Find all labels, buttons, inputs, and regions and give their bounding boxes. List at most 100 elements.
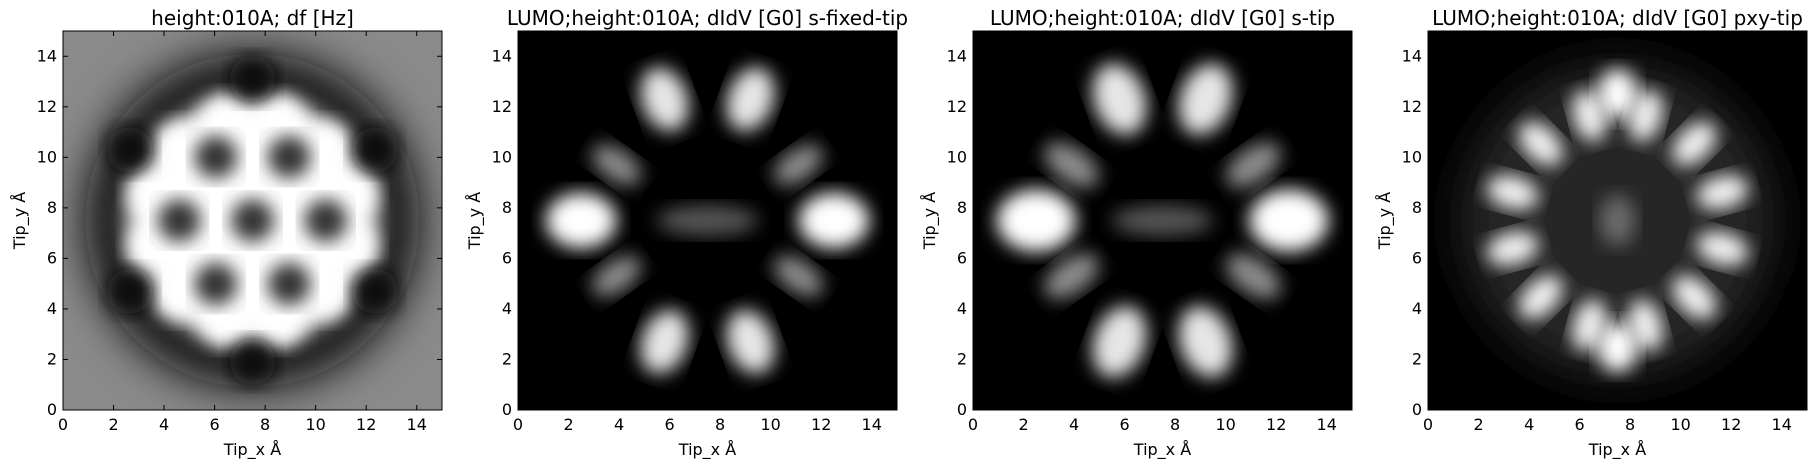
heatmap-lobe <box>1111 205 1214 236</box>
chart-panel-pxy-tip: LUMO;height:010A; dIdV [G0] pxy-tip 0 2 4 6… <box>1375 6 1808 460</box>
x-tick-label: 0 <box>968 415 978 434</box>
y-tick-label: 4 <box>502 299 512 318</box>
heatmap-dark-center <box>194 135 238 179</box>
y-ticks: 0 2 4 6 8 10 12 14 <box>947 46 1352 419</box>
x-axis-label: Tip_x Å <box>1588 440 1646 460</box>
heatmap-lobe <box>726 67 775 132</box>
heatmap-dark-notch <box>229 339 276 385</box>
x-tick-label: 2 <box>1473 415 1483 434</box>
y-tick-label: 8 <box>47 198 57 217</box>
heatmap-lobe <box>1226 253 1281 299</box>
y-tick-label: 6 <box>1412 248 1422 267</box>
plot-frame <box>972 30 1353 411</box>
heatmap-image <box>1460 63 1775 378</box>
heatmap-lobe <box>1486 175 1539 210</box>
heatmap-lobe <box>153 121 209 177</box>
y-axis-label: Tip_y Å <box>465 192 485 250</box>
y-tick-label: 14 <box>1402 46 1422 65</box>
heatmap-lobe <box>1597 321 1638 373</box>
heatmap-lobe <box>774 144 823 186</box>
y-tick-label: 0 <box>957 400 967 419</box>
y-tick-label: 2 <box>957 349 967 368</box>
heatmap-lobe <box>1226 142 1281 188</box>
y-tick-label: 2 <box>502 349 512 368</box>
heatmap-dark-notch <box>229 56 276 102</box>
heatmap-dark-notch <box>352 268 398 314</box>
x-tick-label: 10 <box>305 415 325 434</box>
x-tick-label: 14 <box>1317 415 1337 434</box>
y-tick-label: 12 <box>37 97 57 116</box>
x-tick-label: 8 <box>1170 415 1180 434</box>
x-tick-label: 4 <box>1069 415 1079 434</box>
x-ticks: 0 2 4 6 8 10 12 14 <box>1423 31 1792 434</box>
x-tick-label: 8 <box>715 415 725 434</box>
x-tick-label: 12 <box>811 415 831 434</box>
x-axis-label: Tip_x Å <box>678 440 736 460</box>
x-tick-label: 8 <box>260 415 270 434</box>
heatmap-lobe <box>1092 63 1147 135</box>
x-tick-label: 4 <box>159 415 169 434</box>
chart-panel-df: height:010A; df [Hz] 0 2 4 6 8 10 12 14 0 2 4 6 8 10… <box>10 6 443 460</box>
y-tick-label: 4 <box>957 299 967 318</box>
plot-frame <box>517 30 898 411</box>
heatmap-lobe <box>1044 253 1099 299</box>
y-tick-label: 12 <box>1402 97 1422 116</box>
x-tick-label: 12 <box>1721 415 1741 434</box>
x-tick-label: 6 <box>210 415 220 434</box>
heatmap-lobe <box>640 67 689 132</box>
plot-frame <box>1427 30 1808 411</box>
heatmap-lobe <box>592 144 641 186</box>
heatmap-image <box>85 53 420 388</box>
panel-title: LUMO;height:010A; dIdV [G0] pxy-tip <box>1432 6 1803 30</box>
y-axis-label: Tip_y Å <box>10 192 30 250</box>
heatmap-lobe <box>656 205 759 236</box>
y-tick-label: 6 <box>957 248 967 267</box>
x-tick-label: 0 <box>58 415 68 434</box>
heatmap-lobe <box>1696 231 1749 266</box>
x-ticks: 0 2 4 6 8 10 12 14 <box>968 31 1337 434</box>
heatmap-dark-notch <box>352 127 398 173</box>
heatmap-lobe <box>1597 68 1638 120</box>
y-ticks: 0 2 4 6 8 10 12 14 <box>37 46 442 419</box>
heatmap-dark-center <box>267 135 311 179</box>
heatmap-lobe <box>774 255 823 297</box>
heatmap-lobe <box>1486 231 1539 266</box>
x-ticks: 0 2 4 6 8 10 12 14 <box>513 31 882 434</box>
heatmap-dark-center <box>304 199 348 242</box>
x-tick-label: 14 <box>407 415 427 434</box>
heatmap-lobe <box>1518 121 1563 166</box>
y-tick-label: 2 <box>47 349 57 368</box>
y-tick-label: 14 <box>492 46 512 65</box>
heatmap-dark-center <box>231 199 274 242</box>
y-tick-label: 10 <box>947 147 967 166</box>
heatmap-lobe <box>153 264 209 320</box>
y-ticks: 0 2 4 6 8 10 12 14 <box>1402 46 1807 419</box>
heatmap-dark-center <box>194 262 238 306</box>
x-tick-label: 0 <box>513 415 523 434</box>
heatmap-lobe <box>1599 195 1636 246</box>
y-tick-label: 10 <box>37 147 57 166</box>
y-tick-label: 10 <box>1402 147 1422 166</box>
y-tick-label: 12 <box>492 97 512 116</box>
y-ticks: 0 2 4 6 8 10 12 14 <box>492 46 897 419</box>
heatmap-lobe <box>1672 275 1717 320</box>
heatmap-dark-notch <box>107 268 153 314</box>
heatmap-dark-center <box>267 262 311 306</box>
x-tick-label: 6 <box>665 415 675 434</box>
y-axis-label: Tip_y Å <box>920 192 940 250</box>
heatmap-lobe <box>1672 121 1717 166</box>
heatmap-lobe <box>1572 299 1607 352</box>
y-tick-label: 4 <box>1412 299 1422 318</box>
heatmap-lobe <box>1092 306 1147 378</box>
plot-frame <box>62 30 443 411</box>
heatmap-lobe <box>1178 306 1233 378</box>
x-tick-label: 4 <box>614 415 624 434</box>
heatmap-lobe <box>640 309 689 374</box>
y-tick-label: 2 <box>1412 349 1422 368</box>
heatmap-dark-center <box>157 199 201 242</box>
heatmap-image <box>545 67 870 374</box>
x-axis-label: Tip_x Å <box>1133 440 1191 460</box>
chart-panel-s-fixed-tip: LUMO;height:010A; dIdV [G0] s-fixed-tip … <box>465 6 908 460</box>
heatmap-image <box>996 63 1329 378</box>
